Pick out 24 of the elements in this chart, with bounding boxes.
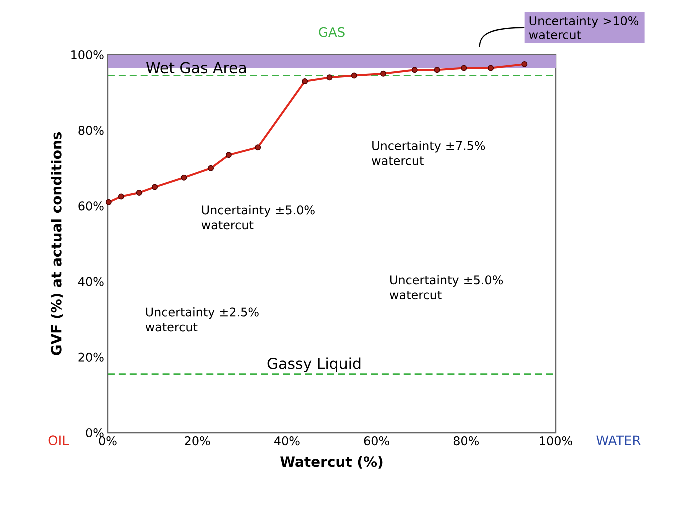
band-label: Uncertainty >10% watercut — [529, 16, 639, 40]
y-tick-label: 0% — [86, 428, 104, 438]
text: OIL — [48, 436, 70, 446]
x-axis-title: Watercut (%) — [280, 456, 383, 469]
y-tick-label: 60% — [78, 202, 104, 211]
y-tick-label: 40% — [78, 277, 104, 286]
y-tick-label: 80% — [78, 126, 104, 136]
x-tick-label: 80% — [454, 436, 480, 446]
annotation: Uncertainty ±5.0% watercut — [390, 275, 504, 300]
x-tick-label: 20% — [185, 436, 210, 446]
text: GAS — [319, 27, 345, 38]
y-tick-label: 20% — [78, 352, 104, 362]
x-tick-label: 60% — [364, 436, 390, 446]
y-axis-title: GVF (%) at actual conditions — [51, 132, 64, 356]
ref-line-label: Gassy Liquid — [268, 358, 361, 372]
ref-line-label: Wet Gas Area — [146, 62, 246, 74]
text: WATER — [596, 436, 641, 446]
annotation: Uncertainty ±7.5% watercut — [372, 141, 486, 166]
y-tick-label: 100% — [72, 50, 104, 60]
annotation: Uncertainty ±2.5% watercut — [146, 308, 259, 332]
annotation: Uncertainty ±5.0% watercut — [202, 205, 315, 230]
x-tick-label: 0% — [99, 436, 117, 446]
x-tick-label: 100% — [540, 436, 572, 446]
x-tick-label: 40% — [274, 436, 300, 446]
